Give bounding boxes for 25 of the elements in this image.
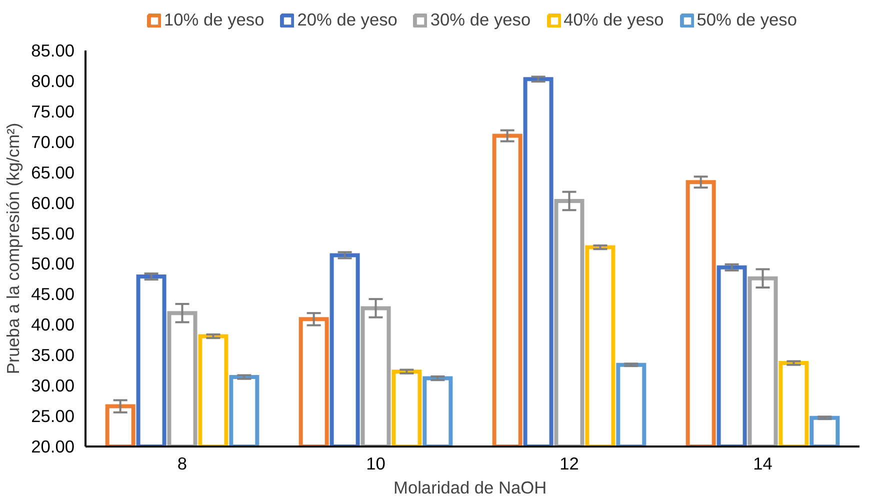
y-tick-label: 70.00 xyxy=(31,132,75,152)
y-tick-label: 30.00 xyxy=(31,376,75,396)
y-tick-label: 50.00 xyxy=(31,254,75,274)
x-axis-title: Molaridad de NaOH xyxy=(394,478,547,498)
y-tick-label: 60.00 xyxy=(31,192,75,213)
y-axis-title: Prueba a la compresión (kg/cm²) xyxy=(3,122,24,374)
y-tick-label: 25.00 xyxy=(31,406,75,426)
legend-label: 10% de yeso xyxy=(164,10,264,30)
x-tick-label: 8 xyxy=(177,454,188,474)
x-tick-label: 14 xyxy=(753,454,773,474)
legend-label: 20% de yeso xyxy=(297,10,398,30)
x-tick-label: 12 xyxy=(560,454,579,474)
y-tick-label: 40.00 xyxy=(31,314,75,335)
legend-label: 50% de yeso xyxy=(696,10,797,30)
legend-label: 30% de yeso xyxy=(430,10,531,30)
y-tick-label: 55.00 xyxy=(31,223,75,244)
y-tick-label: 75.00 xyxy=(31,101,75,122)
x-tick-label: 10 xyxy=(366,454,386,474)
y-tick-label: 65.00 xyxy=(31,162,75,182)
y-tick-label: 45.00 xyxy=(31,284,75,304)
y-tick-label: 80.00 xyxy=(31,70,75,91)
y-tick-label: 85.00 xyxy=(31,40,75,60)
y-tick-label: 35.00 xyxy=(31,345,75,366)
legend-label: 40% de yeso xyxy=(564,10,664,30)
y-tick-label: 20.00 xyxy=(31,436,75,456)
